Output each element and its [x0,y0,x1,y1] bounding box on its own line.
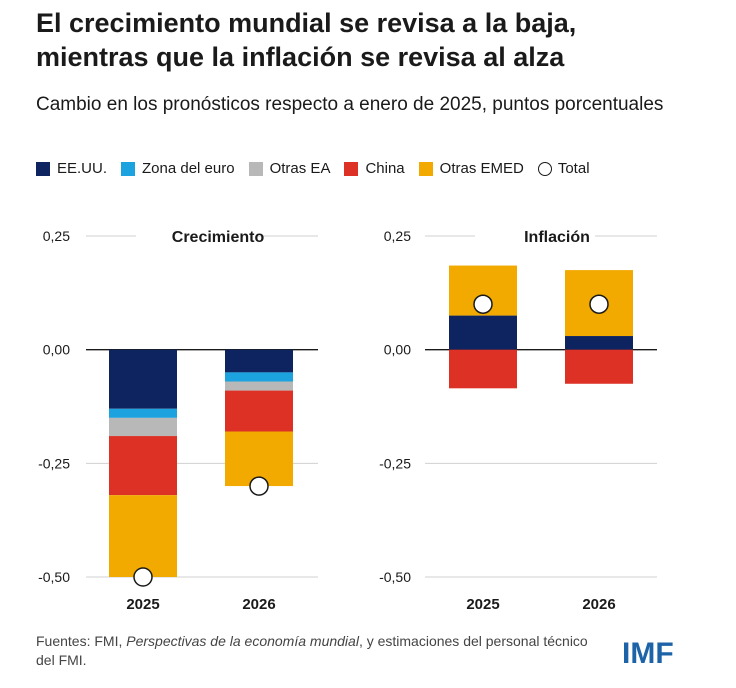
source-italic: Perspectivas de la economía mundial [126,633,359,649]
legend-swatch-other-ae [248,161,263,176]
bar-growth-2025-zona-del-euro [109,408,177,418]
bar-growth-2026-otras-ea [225,381,293,391]
source-prefix: Fuentes: FMI, [36,633,127,649]
source-suffix: , y estimaciones del personal técnico de… [36,633,588,668]
chart-title: El crecimiento mundial se revisa a la ba… [36,6,716,74]
bar-growth-2026-china [225,390,293,432]
bar-growth-2026-ee-uu- [225,349,293,373]
chart-title-line-1: El crecimiento mundial se revisa a la ba… [36,8,577,38]
chart-title-line-2: mientras que la inflación se revisa al a… [36,42,565,72]
total-marker-inflation-2026 [589,294,609,314]
y-tick-label: 0,25 [384,228,411,244]
y-tick-label: 0,00 [384,342,411,358]
bar-growth-2025-ee-uu- [109,349,177,409]
legend-swatch-us [36,161,50,176]
legend-swatch-china [344,161,359,176]
panel-title-growth: Crecimiento [172,229,265,246]
legend-item-euro-area: Zona del euro [121,160,235,177]
legend-item-total: Total [537,160,590,177]
legend-label-china: China [365,160,405,177]
total-marker-growth-2025 [133,567,153,587]
legend-label-other-ae: Otras EA [269,160,331,177]
bar-growth-2025-otras-ea [109,417,177,437]
legend-label-other-emde: Otras EMED [439,160,524,177]
legend: EE.UU. Zona del euro Otras EA China Otra… [36,160,604,177]
bar-inflation-2025-ee-uu- [449,315,517,350]
y-tick-label: -0,25 [38,455,70,471]
chart-subtitle: Cambio en los pronósticos respecto a ene… [36,94,664,115]
chart-area: 0,25 0,00 -0,25 -0,50 Crecimiento 2025 2026 0,2… [38,228,657,613]
imf-logo: IMF [622,637,674,670]
legend-item-other-ae: Otras EA [248,160,331,177]
x-tick-label: 2025 [126,596,159,613]
legend-label-us: EE.UU. [57,160,108,177]
total-marker-growth-2026 [249,476,269,496]
legend-label-euro-area: Zona del euro [142,160,235,177]
legend-item-china: China [344,160,405,177]
legend-item-us: EE.UU. [36,160,107,177]
legend-swatch-euro-area [121,161,136,176]
y-tick-label: 0,00 [43,342,70,358]
legend-swatch-other-emde [418,161,433,176]
legend-label-total: Total [557,160,590,177]
source-note: Fuentes: FMI, Perspectivas de la economí… [36,632,596,670]
x-tick-label: 2025 [466,596,499,613]
y-tick-label: -0,50 [379,569,411,585]
y-tick-label: -0,50 [38,569,70,585]
bar-growth-2025-china [109,436,177,496]
bar-inflation-2025-china [449,349,517,389]
total-marker-inflation-2025 [473,294,493,314]
legend-item-other-emde: Otras EMED [418,160,524,177]
x-tick-label: 2026 [242,596,275,613]
y-tick-label: 0,25 [43,228,70,244]
panel-title-inflation: Inflación [524,229,590,246]
x-tick-label: 2026 [582,596,615,613]
bar-growth-2025-otras-emed [109,495,177,577]
y-tick-label: -0,25 [379,455,411,471]
bar-inflation-2026-china [565,349,633,384]
bar-growth-2026-zona-del-euro [225,372,293,382]
legend-circle-total [537,161,552,176]
bar-inflation-2026-ee-uu- [565,336,633,350]
